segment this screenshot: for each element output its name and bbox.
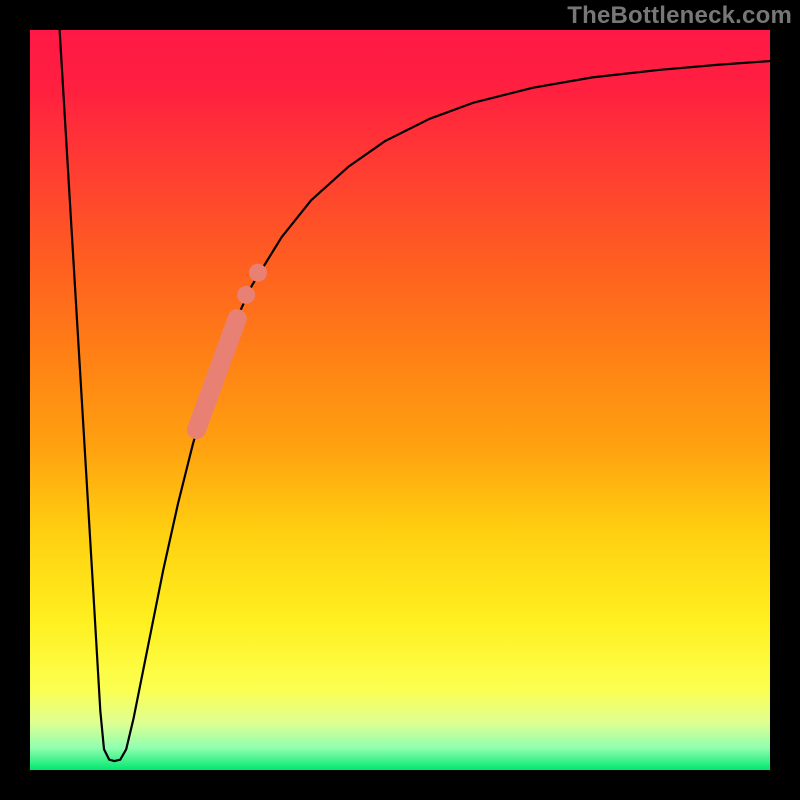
- watermark-text: TheBottleneck.com: [567, 2, 792, 30]
- frame-border: [0, 770, 800, 800]
- marker-dot: [249, 264, 267, 282]
- chart-container: TheBottleneck.com: [0, 0, 800, 800]
- frame-border: [770, 0, 800, 800]
- frame-border: [0, 0, 30, 800]
- marker-dot: [237, 286, 255, 304]
- chart-svg: [0, 0, 800, 800]
- gradient-background: [30, 30, 770, 770]
